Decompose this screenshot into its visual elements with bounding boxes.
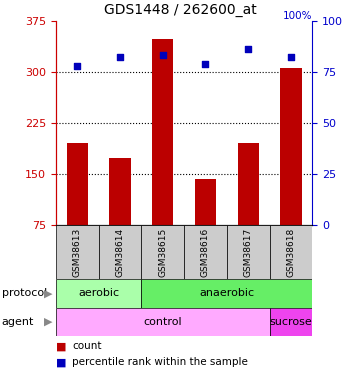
Text: count: count xyxy=(72,341,102,351)
Text: GSM38617: GSM38617 xyxy=(244,228,253,277)
Point xyxy=(160,53,166,58)
Bar xyxy=(142,279,312,308)
Point xyxy=(74,63,80,69)
Bar xyxy=(56,308,270,336)
Bar xyxy=(227,225,270,279)
Text: ▶: ▶ xyxy=(44,316,52,327)
Point xyxy=(245,46,251,52)
Bar xyxy=(280,68,301,225)
Bar xyxy=(152,39,173,225)
Bar xyxy=(56,225,99,279)
Text: aerobic: aerobic xyxy=(78,288,119,298)
Text: GDS1448 / 262600_at: GDS1448 / 262600_at xyxy=(104,3,257,17)
Text: ▶: ▶ xyxy=(44,288,52,298)
Point xyxy=(117,54,123,60)
Text: control: control xyxy=(143,316,182,327)
Bar xyxy=(238,143,259,225)
Text: GSM38613: GSM38613 xyxy=(73,228,82,277)
Text: GSM38614: GSM38614 xyxy=(116,228,125,277)
Text: ■: ■ xyxy=(56,341,66,351)
Text: agent: agent xyxy=(2,316,34,327)
Bar xyxy=(184,225,227,279)
Point xyxy=(288,54,294,60)
Bar xyxy=(109,158,131,225)
Text: percentile rank within the sample: percentile rank within the sample xyxy=(72,357,248,368)
Text: ■: ■ xyxy=(56,357,66,368)
Bar xyxy=(99,225,142,279)
Text: 100%: 100% xyxy=(283,10,312,21)
Text: protocol: protocol xyxy=(2,288,47,298)
Text: GSM38615: GSM38615 xyxy=(158,228,167,277)
Bar xyxy=(142,225,184,279)
Bar xyxy=(270,308,312,336)
Point xyxy=(203,60,208,66)
Text: sucrose: sucrose xyxy=(270,316,312,327)
Bar xyxy=(270,225,312,279)
Text: GSM38616: GSM38616 xyxy=(201,228,210,277)
Bar xyxy=(195,178,216,225)
Text: GSM38618: GSM38618 xyxy=(286,228,295,277)
Text: anaerobic: anaerobic xyxy=(199,288,255,298)
Bar xyxy=(56,279,142,308)
Bar xyxy=(67,143,88,225)
